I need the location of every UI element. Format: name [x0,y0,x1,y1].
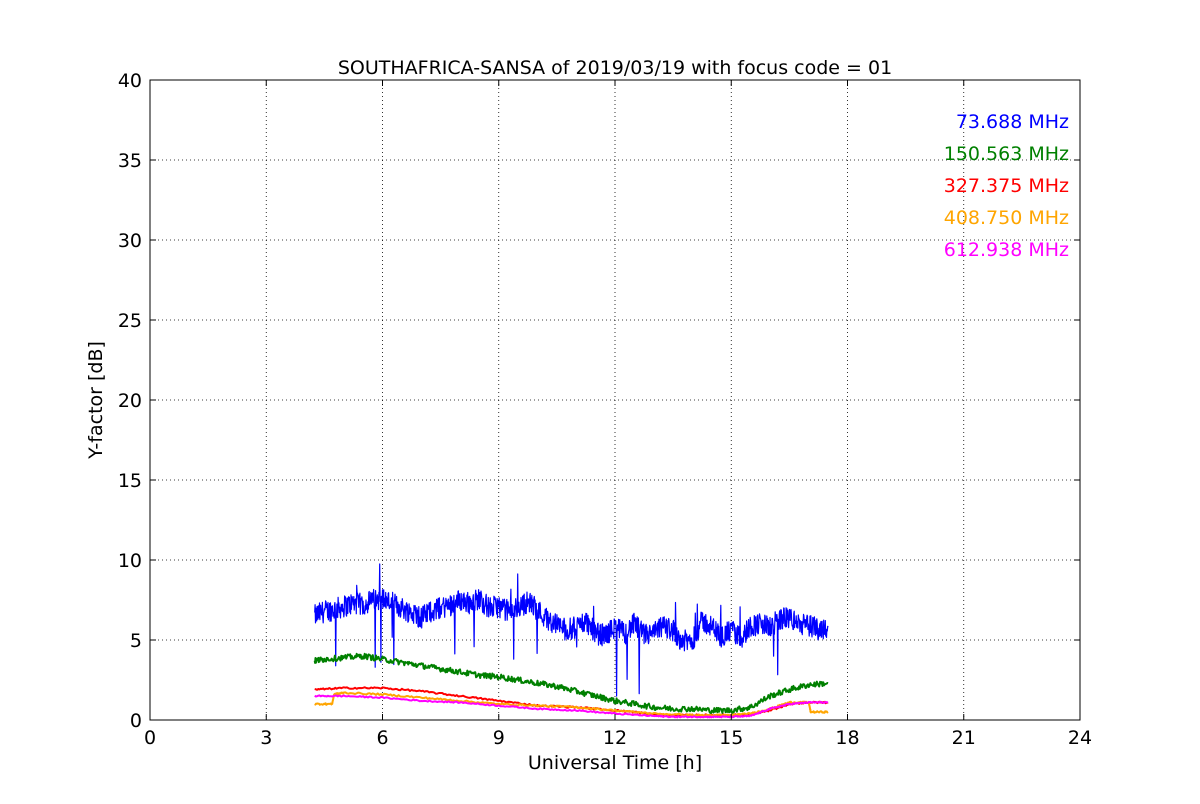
legend-entry: 73.688 MHz [956,111,1069,133]
series-line-1 [313,652,829,715]
y-tick-label: 5 [130,630,142,652]
y-tick-label: 25 [118,310,142,332]
x-tick-label: 24 [1068,727,1092,749]
axis-ticks: 0 3 6 9 12 15 18 21 24 0 5 10 15 20 25 30 35 40 [118,70,1092,749]
y-tick-label: 30 [118,230,142,252]
x-tick-label: 3 [260,727,272,749]
y-tick-label: 0 [130,710,142,732]
legend-entry: 150.563 MHz [944,143,1069,165]
y-tick-label: 35 [118,150,142,172]
series-layer [313,563,829,719]
legend-entry: 408.750 MHz [944,207,1069,229]
y-tick-label: 40 [118,70,142,92]
grid-lines [150,80,1080,720]
chart-title: SOUTHAFRICA-SANSA of 2019/03/19 with foc… [338,57,892,79]
x-tick-label: 12 [603,727,627,749]
y-axis-label: Y-factor [dB] [85,341,107,460]
x-tick-label: 9 [493,727,505,749]
series-line-0 [314,563,829,697]
x-axis-label: Universal Time [h] [528,752,702,774]
x-tick-label: 15 [719,727,743,749]
legend-entry: 327.375 MHz [944,175,1069,197]
series-line-4 [314,694,829,719]
legend-entry: 612.938 MHz [944,239,1069,261]
x-tick-label: 6 [376,727,388,749]
legend: 73.688 MHz 150.563 MHz 327.375 MHz 408.750 … [944,111,1069,261]
x-tick-label: 0 [144,727,156,749]
x-tick-label: 18 [835,727,859,749]
x-tick-label: 21 [952,727,976,749]
y-tick-label: 10 [118,550,142,572]
y-tick-label: 15 [118,470,142,492]
y-tick-label: 20 [118,390,142,412]
